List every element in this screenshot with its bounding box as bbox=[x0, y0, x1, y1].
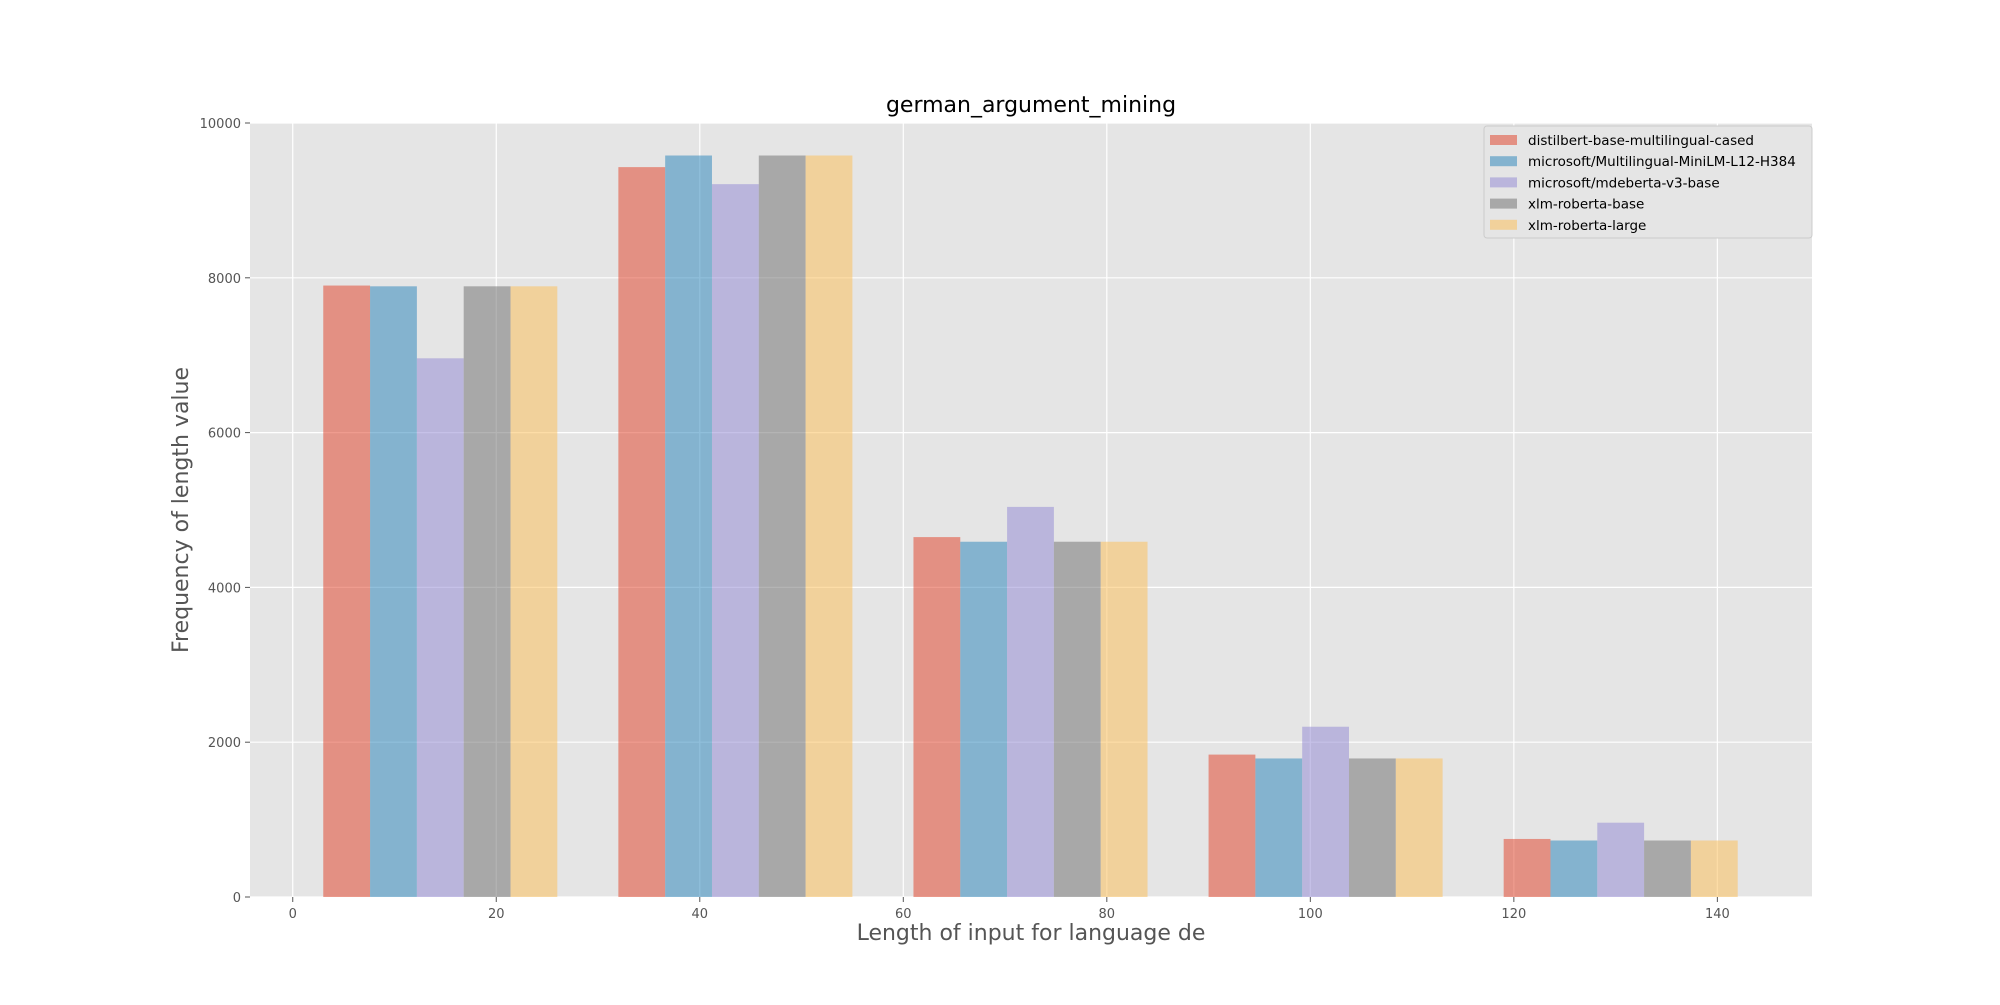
bar bbox=[1550, 840, 1598, 897]
x-tick-label: 140 bbox=[1705, 907, 1730, 922]
y-tick-label: 2000 bbox=[208, 736, 241, 751]
bar bbox=[618, 167, 666, 898]
x-tick-label: 120 bbox=[1501, 907, 1526, 922]
y-axis-title: Frequency of length value bbox=[169, 367, 194, 653]
bar bbox=[805, 155, 853, 897]
bar bbox=[370, 286, 417, 898]
y-tick-label: 10000 bbox=[200, 117, 241, 132]
x-tick-label: 40 bbox=[692, 907, 709, 922]
bar bbox=[1053, 541, 1101, 897]
legend-label: microsoft/mdeberta-v3-base bbox=[1528, 175, 1720, 191]
bar bbox=[510, 286, 558, 898]
x-tick-label: 60 bbox=[895, 907, 912, 922]
bar bbox=[463, 286, 511, 898]
y-tick-label: 0 bbox=[233, 891, 241, 906]
y-tick-label: 8000 bbox=[208, 272, 241, 287]
legend-box bbox=[1483, 125, 1813, 239]
y-tick-label: 4000 bbox=[208, 581, 241, 596]
bar bbox=[1255, 758, 1303, 897]
bar bbox=[665, 155, 712, 897]
bar bbox=[1302, 726, 1349, 897]
bar bbox=[416, 358, 464, 897]
legend-swatch bbox=[1490, 177, 1517, 188]
legend-label: xlm-roberta-large bbox=[1528, 218, 1646, 234]
legend: distilbert-base-multilingual-cased micros… bbox=[1483, 125, 1813, 239]
bar bbox=[1100, 541, 1148, 897]
legend-swatch bbox=[1490, 219, 1517, 230]
bar bbox=[1007, 506, 1054, 897]
bar bbox=[758, 155, 806, 897]
legend-swatch bbox=[1490, 135, 1517, 145]
legend-swatch bbox=[1490, 198, 1517, 209]
bar bbox=[1690, 840, 1738, 897]
y-tick-label: 6000 bbox=[208, 427, 241, 442]
legend-label: microsoft/Multilingual-MiniLM-L12-H384 bbox=[1528, 154, 1796, 170]
chart-title: german_argument_mining bbox=[886, 93, 1176, 118]
bar bbox=[1597, 822, 1645, 897]
legend-label: distilbert-base-multilingual-cased bbox=[1528, 133, 1754, 149]
bar bbox=[960, 541, 1008, 897]
bar bbox=[1644, 840, 1691, 897]
bar bbox=[1208, 754, 1256, 897]
x-tick-label: 0 bbox=[289, 907, 297, 922]
x-axis-title: Length of input for language de bbox=[857, 921, 1206, 946]
x-tick-label: 20 bbox=[488, 907, 505, 922]
x-tick-label: 80 bbox=[1099, 907, 1116, 922]
bar bbox=[1395, 758, 1443, 897]
bar bbox=[711, 184, 759, 897]
legend-swatch bbox=[1490, 156, 1517, 167]
legend-label: xlm-roberta-base bbox=[1528, 197, 1644, 213]
bar bbox=[1503, 838, 1551, 897]
bar bbox=[1348, 758, 1396, 897]
x-tick-label: 100 bbox=[1298, 907, 1323, 922]
bar bbox=[913, 537, 961, 897]
bar bbox=[323, 285, 371, 897]
